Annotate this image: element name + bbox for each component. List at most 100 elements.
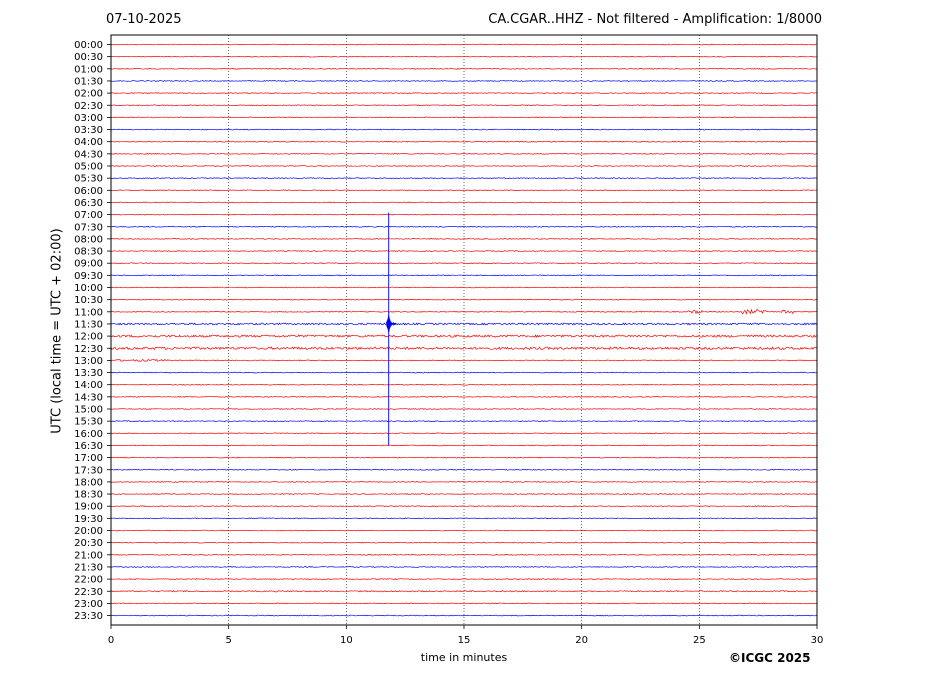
trace-0130 [110, 80, 818, 82]
y-tick-label: 19:00 [74, 502, 103, 513]
y-tick-label: 16:00 [74, 429, 103, 440]
trace-1630 [110, 444, 818, 447]
x-tick-label: 0 [108, 635, 114, 646]
trace-1100 [110, 308, 818, 315]
y-tick-label: 01:30 [74, 76, 103, 87]
date-label: 07-10-2025 [106, 12, 182, 27]
trace-0530 [110, 177, 818, 180]
y-tick-label: 00:30 [74, 52, 103, 63]
x-tick-label: 5 [225, 635, 231, 646]
trace-0830 [110, 250, 818, 252]
trace-1600 [110, 432, 818, 435]
trace-1230 [110, 346, 818, 351]
y-tick-label: 14:00 [74, 380, 103, 391]
trace-1930 [110, 517, 818, 520]
x-tick-label: 15 [458, 635, 471, 646]
x-axis-label: time in minutes [420, 651, 508, 664]
y-tick-label: 06:30 [74, 198, 103, 209]
y-tick-label: 12:30 [74, 344, 103, 355]
trace-1500 [110, 408, 818, 410]
y-tick-label: 12:00 [74, 332, 103, 343]
y-tick-label: 15:30 [74, 417, 103, 428]
y-tick-label: 07:30 [74, 222, 103, 233]
trace-1300 [110, 359, 818, 362]
trace-0500 [110, 165, 818, 167]
trace-0930 [110, 274, 818, 277]
x-tick-label: 10 [340, 635, 353, 646]
trace-1400 [110, 383, 818, 386]
y-tick-label: 17:00 [74, 453, 103, 464]
y-tick-label: 09:30 [74, 271, 103, 282]
event-waveform [386, 314, 397, 332]
y-tick-label: 02:00 [74, 89, 103, 100]
trace-2030 [110, 541, 818, 544]
y-tick-label: 10:00 [74, 283, 103, 294]
y-tick-label: 18:30 [74, 490, 103, 501]
y-tick-label: 17:30 [74, 465, 103, 476]
y-tick-label: 21:00 [74, 550, 103, 561]
trace-0300 [110, 116, 818, 119]
y-tick-label: 06:00 [74, 186, 103, 197]
y-tick-label: 16:30 [74, 441, 103, 452]
trace-1830 [110, 493, 818, 495]
trace-2200 [110, 578, 818, 580]
y-tick-label: 11:30 [74, 319, 103, 330]
y-tick-label: 11:00 [74, 307, 103, 318]
trace-0800 [110, 238, 818, 240]
trace-0200 [110, 92, 818, 94]
copyright-label: ©ICGC 2025 [729, 651, 811, 665]
trace-1030 [110, 298, 818, 301]
y-tick-label: 18:00 [74, 477, 103, 488]
y-tick-label: 20:30 [74, 538, 103, 549]
trace-1000 [110, 286, 818, 289]
trace-2100 [110, 553, 818, 556]
trace-0000 [110, 43, 817, 46]
trace-0600 [110, 189, 818, 192]
y-tick-label: 13:30 [74, 368, 103, 379]
trace-0730 [111, 225, 818, 228]
trace-1900 [110, 505, 818, 508]
y-tick-label: 01:00 [74, 64, 103, 75]
trace-1800 [110, 481, 818, 483]
y-tick-label: 07:00 [74, 210, 103, 221]
y-tick-label: 23:30 [74, 611, 103, 622]
trace-0230 [110, 104, 818, 107]
trace-0400 [110, 140, 818, 143]
trace-0630 [110, 201, 818, 204]
trace-1730 [110, 468, 818, 471]
y-tick-label: 14:30 [74, 392, 103, 403]
y-tick-label: 05:30 [74, 174, 103, 185]
trace-2230 [110, 590, 818, 593]
trace-2330 [110, 614, 818, 617]
trace-1700 [110, 456, 818, 459]
trace-1330 [110, 371, 818, 374]
x-tick-label: 25 [693, 635, 706, 646]
trace-0330 [110, 128, 818, 131]
y-tick-label: 13:00 [74, 356, 103, 367]
y-tick-label: 19:30 [74, 514, 103, 525]
trace-0430 [110, 153, 818, 155]
y-tick-label: 22:00 [74, 575, 103, 586]
x-tick-label: 30 [811, 635, 824, 646]
x-tick-label: 20 [575, 635, 588, 646]
y-tick-label: 04:30 [74, 149, 103, 160]
trace-0700 [110, 213, 818, 216]
trace-1130 [110, 322, 818, 326]
y-tick-label: 20:00 [74, 526, 103, 537]
y-tick-label: 09:00 [74, 259, 103, 270]
trace-0100 [110, 67, 818, 70]
y-tick-label: 10:30 [74, 295, 103, 306]
y-tick-label: 02:30 [74, 101, 103, 112]
trace-2000 [110, 529, 818, 532]
trace-0030 [110, 55, 818, 58]
trace-2130 [110, 566, 818, 568]
y-tick-label: 23:00 [74, 599, 103, 610]
y-tick-label: 03:30 [74, 125, 103, 136]
trace-1530 [110, 420, 818, 423]
trace-1200 [110, 334, 818, 338]
y-tick-label: 03:00 [74, 113, 103, 124]
station-title: CA.CGAR..HHZ - Not filtered - Amplificat… [488, 12, 822, 27]
y-tick-label: 04:00 [74, 137, 103, 148]
trace-0900 [110, 262, 818, 265]
